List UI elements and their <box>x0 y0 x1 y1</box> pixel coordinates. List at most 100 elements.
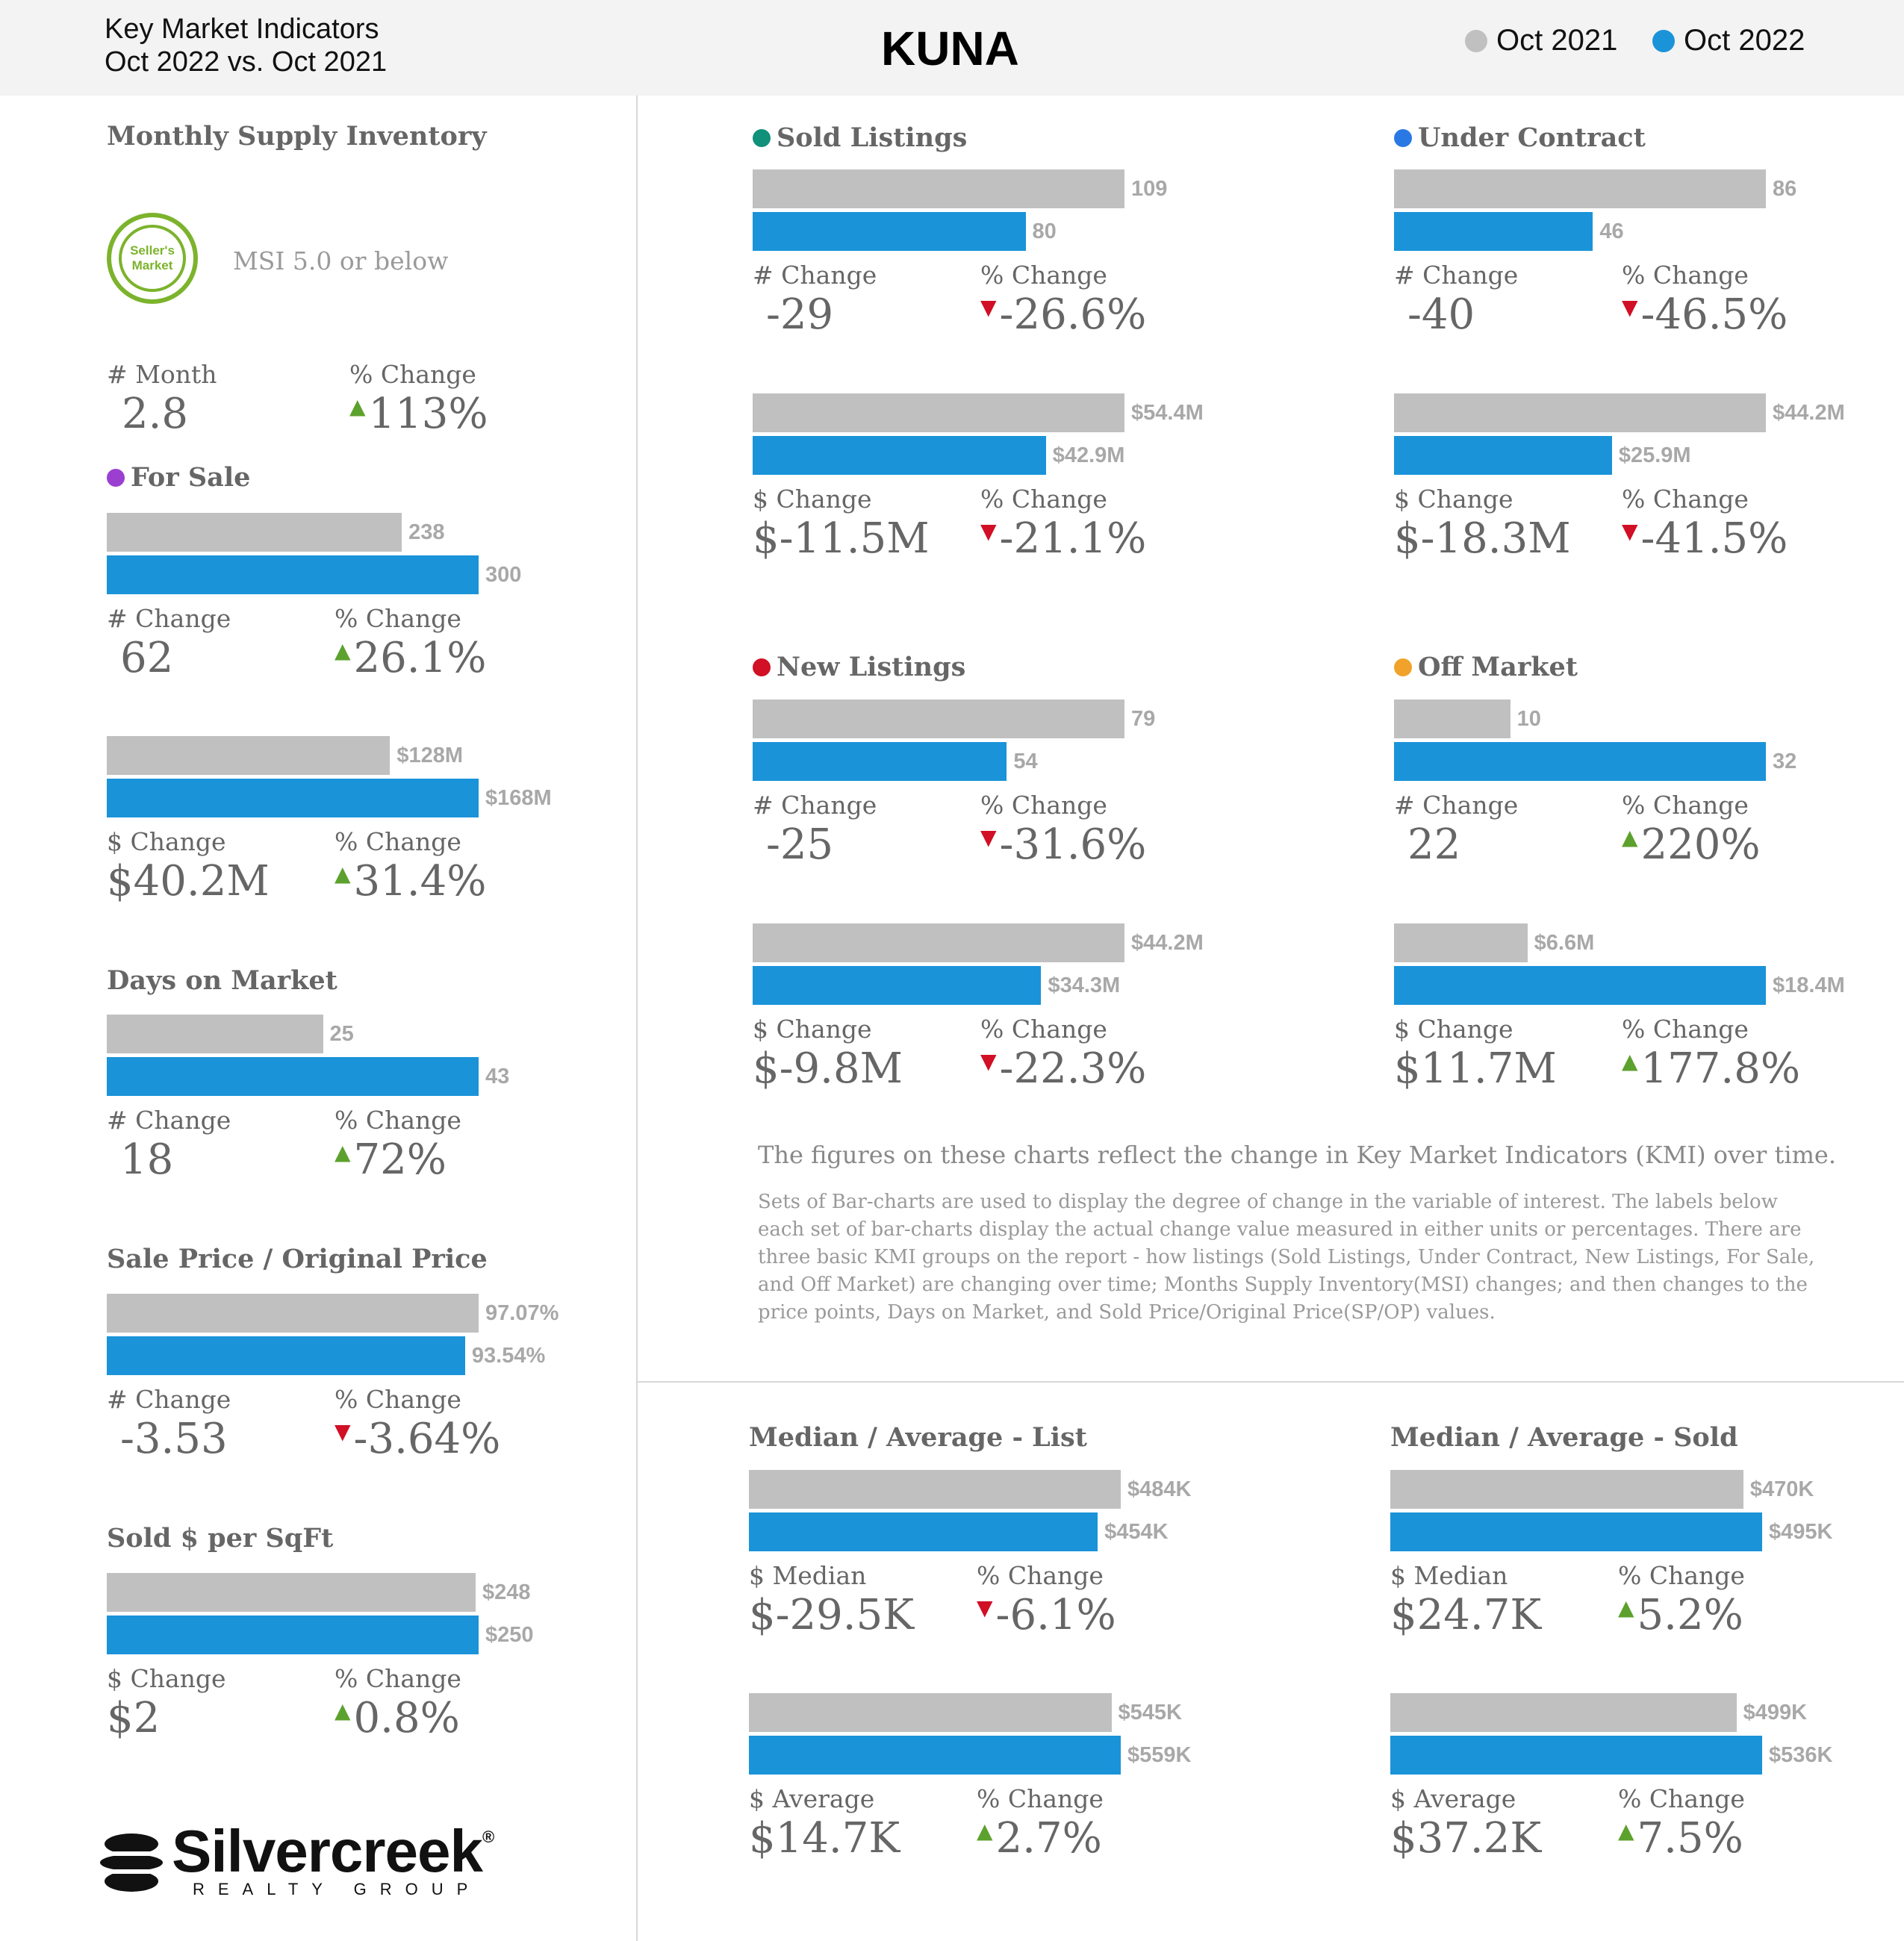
badge-line1: Seller's <box>130 243 175 258</box>
bar-oct-2022 <box>753 212 1026 251</box>
change-value: 62 <box>120 634 174 682</box>
section-title-msi-text: Monthly Supply Inventory <box>107 121 487 152</box>
bar-oct-2021 <box>1394 169 1766 208</box>
change-label: # Change <box>753 261 877 290</box>
pct-change-text: -3.64% <box>353 1415 501 1463</box>
pct-change-label: % Change <box>980 791 1107 820</box>
change-value: $-18.3M <box>1394 514 1571 563</box>
section-title-for-sale: For Sale <box>107 462 250 493</box>
bar-label-oct-2022: 93.54% <box>471 1344 546 1368</box>
bar-label-oct-2021: 25 <box>329 1022 354 1046</box>
change-value: -40 <box>1407 290 1475 339</box>
pct-change-text: -6.1% <box>995 1591 1116 1639</box>
section-title-dom-text: Days on Market <box>107 965 337 996</box>
bar-label-oct-2022: $250 <box>485 1623 534 1647</box>
section-title-sold-price-text: Median / Average - Sold <box>1390 1422 1738 1453</box>
for-sale-volume-chart: $128M $168M $ Change % Change $40.2M ▲ 31.4% <box>107 736 719 945</box>
bar-label-oct-2021: $499K <box>1743 1701 1808 1725</box>
pct-change-text: 2.7% <box>995 1814 1102 1863</box>
sold-volume-chart: $54.4M $42.9M $ Change % Change $-11.5M ▼ -21.… <box>753 393 1365 602</box>
change-label: $ Change <box>1394 1015 1513 1044</box>
msi-threshold-text: MSI 5.0 or below <box>233 246 449 275</box>
pct-change-text: 5.2% <box>1637 1591 1743 1639</box>
bar-oct-2022 <box>107 555 479 594</box>
bar-label-oct-2022: $536K <box>1769 1743 1833 1767</box>
pct-change-value: ▲ 7.5% <box>1618 1814 1743 1863</box>
pct-change-value: ▼ -3.64% <box>335 1415 500 1463</box>
logo-tagline: REALTY GROUP <box>193 1880 482 1898</box>
bar-label-oct-2022: $34.3M <box>1048 973 1121 997</box>
pct-change-value: ▲ 72% <box>335 1135 447 1184</box>
explanation-body: Sets of Bar-charts are used to display t… <box>758 1191 1815 1324</box>
bar-label-oct-2021: 86 <box>1773 177 1797 201</box>
bar-oct-2021 <box>749 1470 1121 1509</box>
section-title-off-market-text: Off Market <box>1418 652 1578 682</box>
change-value: -29 <box>766 290 834 339</box>
for-sale-dot-icon <box>107 468 125 487</box>
ppsf-chart: $248 $250 $ Change % Change $2 ▲ 0.8% <box>107 1573 719 1782</box>
pct-change-label: % Change <box>1622 485 1749 514</box>
pct-change-label: % Change <box>335 827 461 856</box>
bar-oct-2022 <box>107 1336 465 1375</box>
bar-oct-2022 <box>749 1512 1098 1551</box>
section-title-sold-text: Sold Listings <box>777 122 968 153</box>
msi-pct-label: % Change <box>349 360 476 389</box>
pct-change-label: % Change <box>1622 1015 1749 1044</box>
sold-units-chart: 109 80 # Change % Change -29 ▼ -26.6% <box>753 169 1365 378</box>
pct-change-label: % Change <box>335 1385 461 1414</box>
off-market-dot-icon <box>1394 658 1412 676</box>
pct-change-label: % Change <box>980 1015 1107 1044</box>
bar-label-oct-2022: $168M <box>485 786 552 810</box>
section-title-sp-op-text: Sale Price / Original Price <box>107 1244 488 1274</box>
bar-oct-2021 <box>107 1294 479 1333</box>
bar-oct-2021 <box>1394 393 1766 432</box>
change-value: $-9.8M <box>753 1044 903 1093</box>
change-value: -3.53 <box>120 1415 228 1463</box>
pct-change-value: ▲ 26.1% <box>335 634 486 682</box>
change-label: $ Change <box>753 1015 872 1044</box>
pct-change-text: 72% <box>353 1135 447 1184</box>
section-title-sold: Sold Listings <box>753 122 967 153</box>
change-value: $11.7M <box>1394 1044 1557 1093</box>
bar-oct-2022 <box>1394 436 1612 475</box>
sellers-market-badge-icon: Seller's Market <box>107 213 198 304</box>
bar-oct-2021 <box>753 923 1124 962</box>
pct-change-text: -22.3% <box>999 1044 1147 1093</box>
pct-change-value: ▼ -6.1% <box>977 1591 1116 1639</box>
bar-oct-2022 <box>749 1736 1121 1775</box>
change-value: $40.2M <box>107 857 270 906</box>
section-title-ppsf: Sold $ per SqFt <box>107 1523 333 1554</box>
change-value: $2 <box>107 1694 161 1742</box>
sold-median-chart: $470K $495K $ Median % Change $24.7K ▲ 5.2% <box>1390 1470 1904 1679</box>
section-title-ppsf-text: Sold $ per SqFt <box>107 1523 334 1554</box>
pct-change-label: % Change <box>1622 791 1749 820</box>
report-header: Key Market Indicators Oct 2022 vs. Oct 2… <box>0 0 1904 96</box>
bar-oct-2021 <box>107 513 402 552</box>
trend-up-icon: ▲ <box>1618 1595 1634 1620</box>
section-title-list-price-text: Median / Average - List <box>749 1422 1087 1453</box>
bar-oct-2021 <box>749 1693 1112 1732</box>
bar-label-oct-2021: $248 <box>482 1580 531 1604</box>
bar-label-oct-2022: 54 <box>1013 750 1038 773</box>
change-value: -25 <box>766 820 834 869</box>
new-units-chart: 79 54 # Change % Change -25 ▼ -31.6% <box>753 700 1365 909</box>
change-value: 22 <box>1407 820 1461 869</box>
pct-change-label: % Change <box>335 1106 461 1135</box>
trend-down-icon: ▼ <box>977 1595 993 1620</box>
pct-change-text: -26.6% <box>999 290 1147 339</box>
bar-label-oct-2021: $6.6M <box>1534 931 1595 955</box>
sellers-market-badge-inner: Seller's Market <box>119 225 186 292</box>
change-label: $ Change <box>107 827 226 856</box>
change-label: $ Change <box>1394 485 1513 514</box>
pct-change-label: % Change <box>980 261 1107 290</box>
change-value: $14.7K <box>749 1814 900 1863</box>
change-label: $ Average <box>749 1784 875 1813</box>
bar-label-oct-2022: $495K <box>1769 1520 1833 1544</box>
change-value: $24.7K <box>1390 1591 1542 1639</box>
sold-dot-icon <box>753 128 771 147</box>
pct-change-value: ▲ 177.8% <box>1622 1044 1800 1093</box>
bar-label-oct-2021: $128M <box>396 744 464 767</box>
section-title-sold-price: Median / Average - Sold <box>1390 1422 1738 1453</box>
bar-oct-2022 <box>107 779 479 817</box>
pct-change-value: ▼ -21.1% <box>980 514 1146 563</box>
